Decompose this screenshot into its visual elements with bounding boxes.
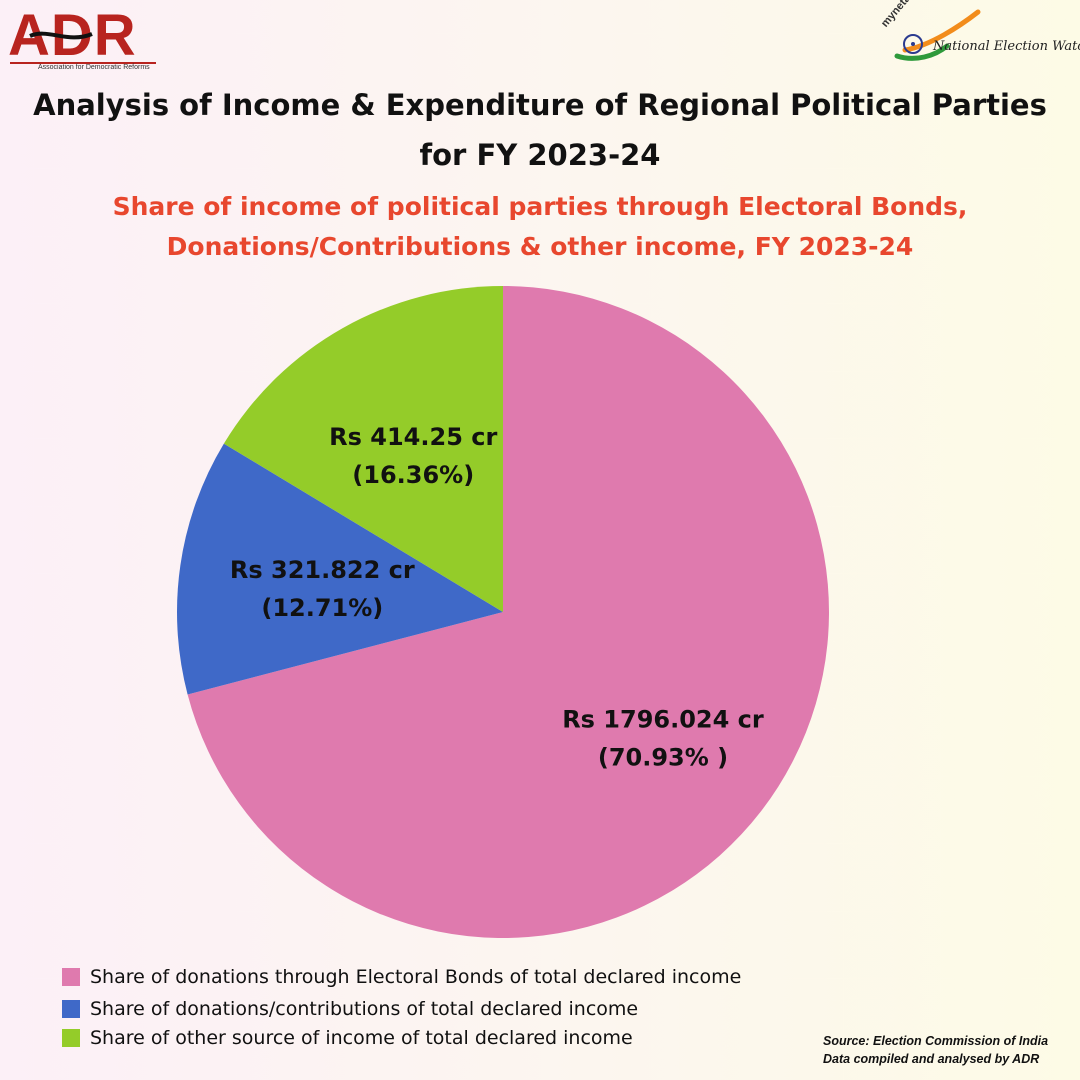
adr-logo: ADR Association for Democratic Reforms (8, 3, 158, 76)
slice-percent-label: (70.93% ) (598, 744, 728, 772)
legend-item-electoral-bonds: Share of donations through Electoral Bon… (62, 965, 741, 989)
legend-item-other-income: Share of other source of income of total… (62, 1026, 633, 1050)
slice-percent-label: (12.71%) (261, 594, 383, 622)
adr-logo-swoosh (10, 31, 156, 64)
chart-title-line1: Analysis of Income & Expenditure of Regi… (33, 88, 1047, 122)
myneta-name: National Election Watch (933, 39, 1080, 54)
legend-item-donations: Share of donations/contributions of tota… (62, 997, 638, 1021)
slice-percent-label: (16.36%) (352, 461, 474, 489)
legend-label: Share of donations through Electoral Bon… (90, 966, 742, 988)
legend-swatch-pink (62, 968, 80, 986)
chart-title-line2: for FY 2023-24 (419, 138, 661, 172)
pie-slice (223, 286, 503, 612)
slice-value-label: Rs 321.822 cr (230, 556, 415, 584)
legend-swatch-blue (62, 1000, 80, 1018)
slice-value-label: Rs 414.25 cr (329, 423, 497, 451)
legend-label: Share of other source of income of total… (90, 1027, 633, 1049)
myneta-logo: myneta.info National Election Watch (875, 0, 1080, 66)
india-flag-emblem-icon (894, 9, 981, 61)
adr-logo-tagline: Association for Democratic Reforms (38, 64, 150, 71)
pie-slice (176, 443, 503, 695)
chart-subtitle-line1: Share of income of political parties thr… (112, 192, 968, 221)
source-line1: Source: Election Commission of India (823, 1034, 1049, 1048)
chart-subtitle-line2: Donations/Contributions & other income, … (166, 232, 914, 261)
legend-swatch-green (62, 1029, 80, 1047)
source-line2: Data compiled and analysed by ADR (823, 1052, 1040, 1066)
slice-value-label: Rs 1796.024 cr (562, 706, 764, 734)
pie-slice (187, 286, 829, 938)
legend-label: Share of donations/contributions of tota… (90, 998, 639, 1020)
